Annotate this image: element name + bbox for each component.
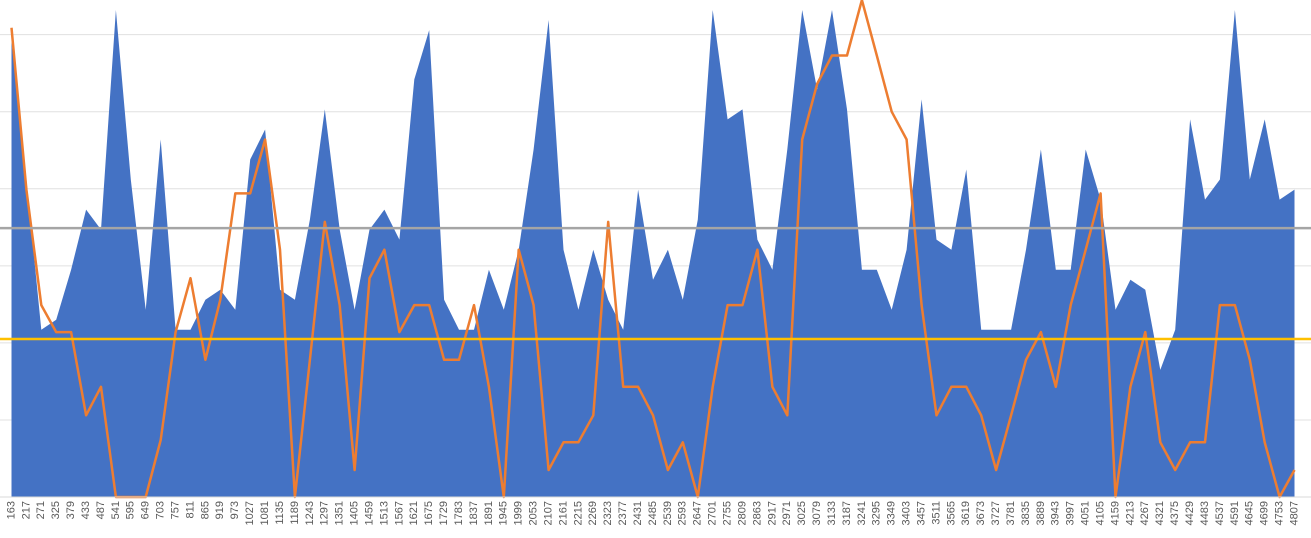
x-tick-label: 973 [229, 501, 241, 519]
x-tick-label: 1891 [483, 501, 495, 525]
x-tick-label: 1135 [274, 501, 286, 525]
x-tick-label: 4375 [1169, 501, 1181, 525]
x-tick-label: 487 [95, 501, 107, 519]
x-tick-label: 3133 [826, 501, 838, 525]
x-tick-label: 3889 [1035, 501, 1047, 525]
x-tick-label: 811 [184, 501, 196, 519]
x-tick-label: 595 [125, 501, 137, 519]
x-tick-label: 3997 [1065, 501, 1077, 525]
x-tick-label: 649 [140, 501, 152, 519]
x-tick-label: 163 [5, 501, 17, 519]
x-tick-label: 3349 [886, 501, 898, 525]
line [10, 0, 1296, 499]
x-tick-label: 2215 [572, 501, 584, 525]
x-tick-label: 1243 [304, 501, 316, 525]
x-tick-label: 865 [199, 501, 211, 519]
x-tick-label: 2701 [707, 501, 719, 525]
x-tick-label: 2161 [557, 501, 569, 525]
x-tick-label: 1081 [259, 501, 271, 525]
x-tick-label: 1405 [349, 501, 361, 525]
x-tick-label: 4159 [1109, 501, 1121, 525]
x-tick-label: 3187 [841, 501, 853, 525]
x-tick-label: 2539 [662, 501, 674, 525]
x-tick-label: 3781 [1005, 501, 1017, 525]
x-tick-label: 3457 [916, 501, 928, 525]
x-tick-label: 2809 [736, 501, 748, 525]
x-tick-label: 1729 [438, 501, 450, 525]
x-tick-label: 2323 [602, 501, 614, 525]
x-tick-label: 1675 [423, 501, 435, 525]
x-tick-label: 703 [155, 501, 167, 519]
x-tick-label: 2647 [692, 501, 704, 525]
x-tick-label: 1297 [319, 501, 331, 525]
x-tick-label: 541 [110, 501, 122, 519]
x-tick-label: 2107 [543, 501, 555, 525]
x-tick-label: 4699 [1259, 501, 1271, 525]
x-tick-label: 4267 [1139, 501, 1151, 525]
x-tick-label: 757 [170, 501, 182, 519]
x-tick-label: 4105 [1095, 501, 1107, 525]
x-tick-label: 2269 [587, 501, 599, 525]
x-tick-label: 4051 [1080, 501, 1092, 525]
x-tick-label: 3025 [796, 501, 808, 525]
x-tick-label: 1783 [453, 501, 465, 525]
x-tick-label: 3727 [990, 501, 1002, 525]
x-tick-label: 2917 [766, 501, 778, 525]
x-tick-label: 1999 [513, 501, 525, 525]
x-tick-label: 2053 [528, 501, 540, 525]
x-tick-label: 4645 [1244, 501, 1256, 525]
x-tick-label: 2485 [647, 501, 659, 525]
x-tick-label: 217 [20, 501, 32, 519]
x-tick-label: 3241 [856, 501, 868, 525]
x-tick-label: 4807 [1288, 501, 1300, 525]
x-tick-label: 1837 [468, 501, 480, 525]
x-tick-label: 1189 [289, 501, 301, 525]
x-tick-label: 2755 [722, 501, 734, 525]
x-tick-label: 3619 [960, 501, 972, 525]
x-tick-label: 1459 [363, 501, 375, 525]
x-tick-label: 1513 [378, 501, 390, 525]
x-tick-label: 3943 [1050, 501, 1062, 525]
x-tick-label: 4537 [1214, 501, 1226, 525]
x-tick-label: 1027 [244, 501, 256, 525]
area [11, 10, 1295, 497]
x-tick-label: 2863 [751, 501, 763, 525]
x-tick-label: 4429 [1184, 501, 1196, 525]
x-tick-label: 1567 [393, 501, 405, 525]
x-tick-label: 3511 [930, 501, 942, 525]
x-tick-label: 1351 [334, 501, 346, 525]
x-tick-label: 3079 [811, 501, 823, 525]
x-tick-label: 4591 [1229, 501, 1241, 525]
x-tick-label: 379 [65, 501, 77, 519]
x-tick-label: 4321 [1154, 501, 1166, 525]
x-tick-label: 3403 [901, 501, 913, 525]
x-tick-label: 3295 [871, 501, 883, 525]
x-tick-label: 1621 [408, 501, 420, 525]
x-tick-label: 3835 [1020, 501, 1032, 525]
x-tick-label: 1945 [498, 501, 510, 525]
x-tick-label: 4213 [1124, 501, 1136, 525]
x-tick-label: 433 [80, 501, 92, 519]
x-tick-label: 4753 [1274, 501, 1286, 525]
x-tick-label: 2593 [677, 501, 689, 525]
x-tick-label: 325 [50, 501, 62, 519]
x-tick-label: 271 [35, 501, 47, 519]
x-tick-label: 3673 [975, 501, 987, 525]
x-tick-label: 919 [214, 501, 226, 519]
x-tick-label: 3565 [945, 501, 957, 525]
x-tick-label: 2377 [617, 501, 629, 525]
x-tick-label: 4483 [1199, 501, 1211, 525]
x-tick-label: 2971 [781, 501, 793, 525]
x-tick-label: 2431 [632, 501, 644, 525]
